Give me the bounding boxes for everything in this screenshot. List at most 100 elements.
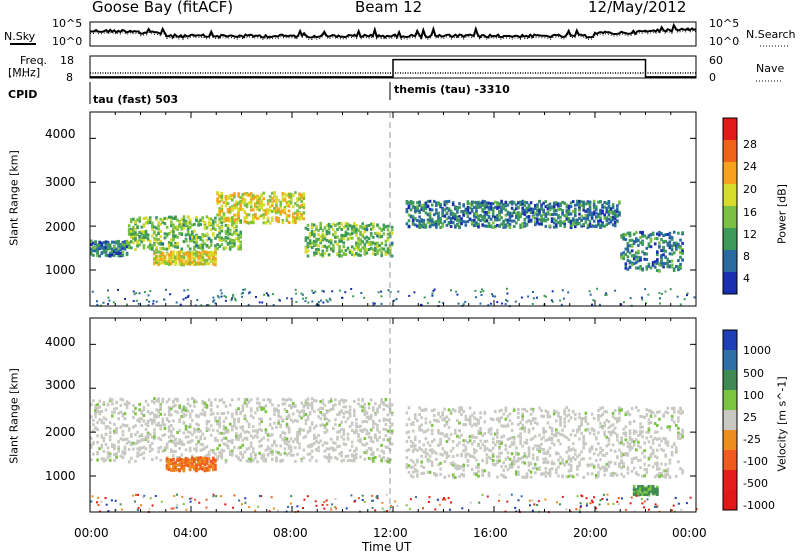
heat-cell [195, 442, 198, 446]
heat-cell [256, 196, 259, 200]
heat-cell [350, 440, 354, 444]
heat-cell [157, 421, 160, 425]
heat-cell [193, 247, 196, 251]
heat-cell [483, 411, 487, 415]
heat-cell [212, 226, 215, 230]
heat-cell [308, 426, 312, 429]
heat-cell [207, 460, 211, 464]
heat-cell [607, 213, 611, 217]
heat-cell [178, 468, 181, 472]
heat-cell [296, 216, 299, 220]
heat-cell [382, 438, 386, 441]
heat-cell [115, 240, 118, 244]
heat-cell [308, 452, 312, 456]
velocity-ytick-4000: 4000 [45, 335, 76, 349]
heat-cell [252, 221, 255, 225]
heat-cell [167, 215, 171, 219]
heat-cell [504, 457, 508, 461]
heat-cell [281, 219, 285, 222]
vel-cb-m100: -100 [743, 455, 768, 468]
heat-cell [268, 451, 272, 454]
heat-cell [205, 461, 209, 465]
heat-cell [363, 443, 367, 447]
heat-cell [475, 221, 478, 225]
heat-cell [586, 210, 590, 214]
heat-cell [121, 414, 125, 418]
heat-cell [180, 443, 184, 447]
heat-cell [228, 403, 232, 407]
heat-cell [382, 247, 386, 251]
heat-cell [365, 224, 369, 228]
heat-cell [323, 449, 327, 453]
heat-cell [386, 247, 390, 251]
heat-cell [620, 235, 623, 239]
xtick-2400: 00:00 [672, 526, 707, 540]
heat-cell [176, 245, 179, 249]
heat-cell [279, 203, 282, 207]
heat-cell [148, 432, 152, 436]
heat-cell [527, 295, 530, 298]
heat-cell [287, 209, 291, 213]
heat-cell [231, 441, 234, 445]
heat-cell [271, 216, 274, 220]
heat-cell [308, 412, 312, 416]
heat-cell [172, 405, 175, 408]
heat-cell [258, 440, 261, 443]
heat-cell [679, 246, 682, 250]
heat-cell [119, 410, 123, 414]
heat-cell [271, 450, 274, 454]
heat-cell [153, 428, 156, 432]
heat-cell [176, 431, 179, 434]
heat-cell [265, 292, 268, 295]
heat-cell [433, 220, 436, 224]
heat-cell [386, 238, 390, 242]
heat-cell [586, 201, 590, 205]
heat-cell [386, 457, 390, 461]
heat-cell [178, 447, 181, 450]
heat-cell [294, 418, 297, 422]
heat-cell [418, 215, 421, 219]
heat-cell [224, 196, 228, 200]
heat-cell [231, 198, 234, 202]
heat-cell [363, 406, 367, 410]
heat-cell [664, 255, 667, 259]
heat-cell [273, 193, 276, 197]
heat-cell [418, 406, 421, 410]
heat-cell [430, 203, 434, 207]
heat-cell [218, 231, 221, 235]
heat-cell [273, 207, 276, 210]
heat-cell [180, 440, 184, 444]
heat-cell [184, 262, 188, 265]
heat-cell [285, 200, 289, 204]
heat-cell [506, 455, 510, 459]
heat-cell [315, 237, 318, 241]
heat-cell [249, 409, 253, 413]
heat-cell [588, 290, 591, 293]
heat-cell [182, 215, 186, 219]
heat-cell [523, 208, 527, 212]
heat-cell [632, 240, 636, 243]
heat-cell [170, 239, 173, 243]
heat-cell [155, 300, 158, 303]
heat-cell [306, 254, 310, 258]
heat-cell [555, 452, 558, 456]
heat-cell [201, 256, 205, 260]
heat-cell [157, 254, 160, 258]
heat-cell [390, 413, 394, 417]
heat-cell [165, 464, 169, 468]
heat-cell [456, 434, 459, 438]
heat-cell [296, 440, 299, 444]
heat-cell [319, 406, 322, 410]
heat-cell [355, 452, 358, 456]
heat-cell [496, 461, 499, 464]
heat-cell [216, 439, 219, 443]
heat-cell [538, 467, 541, 471]
heat-cell [256, 431, 259, 435]
heat-cell [479, 416, 482, 420]
heat-cell [226, 236, 230, 240]
heat-cell [504, 208, 508, 212]
heat-cell [363, 249, 367, 253]
heat-cell [538, 406, 541, 410]
heat-cell [264, 404, 268, 408]
heat-cell [456, 443, 459, 447]
